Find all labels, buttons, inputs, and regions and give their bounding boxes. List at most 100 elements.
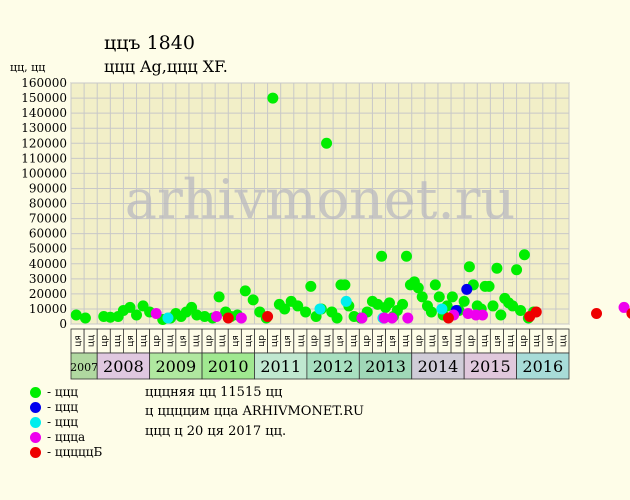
half-year-label: цц	[113, 335, 123, 347]
data-point	[515, 304, 527, 316]
half-year-label: цц	[139, 335, 149, 347]
half-year-label: цц	[218, 335, 228, 347]
y-tick-label: 80000	[29, 197, 67, 211]
data-point	[511, 264, 523, 276]
year-band	[96, 352, 151, 380]
half-year-label: цр	[519, 335, 529, 347]
year-band	[201, 352, 255, 380]
y-tick-label: 150000	[21, 91, 67, 105]
data-point	[530, 306, 542, 318]
note-line: ццц ц 20 ця 2017 цц.	[145, 424, 287, 439]
y-tick-label: 100000	[21, 166, 67, 180]
data-point	[446, 291, 458, 303]
data-point	[235, 312, 247, 324]
half-year-label: цр	[205, 335, 215, 347]
data-point	[79, 312, 91, 324]
y-tick-label: 90000	[29, 181, 67, 195]
y-tick-label: 20000	[29, 287, 67, 301]
data-point	[247, 294, 259, 306]
half-year-label: цц	[349, 335, 359, 347]
year-band	[254, 352, 308, 380]
half-year-label: цц	[454, 335, 464, 347]
year-band	[358, 352, 413, 380]
legend-dot-icon	[30, 416, 41, 428]
year-band	[70, 352, 98, 380]
data-point	[262, 310, 274, 322]
data-point	[162, 312, 174, 324]
data-point	[442, 312, 454, 324]
year-band	[516, 352, 570, 380]
data-point	[376, 250, 388, 262]
half-year-label: цц	[87, 335, 97, 347]
data-point	[300, 306, 312, 318]
data-point	[626, 308, 630, 319]
half-year-label: цц	[165, 335, 175, 347]
data-point	[279, 303, 291, 315]
data-point	[210, 310, 222, 322]
half-year-label: ця	[231, 335, 241, 347]
data-point	[436, 303, 448, 315]
half-year-label: цц	[480, 335, 490, 347]
year-label: 2015	[470, 357, 511, 376]
year-label: 2011	[260, 357, 301, 376]
data-point	[239, 285, 251, 297]
data-point	[495, 309, 507, 321]
legend-label: - ццц	[47, 385, 79, 399]
data-point	[222, 312, 234, 324]
half-year-label: ця	[178, 335, 188, 347]
y-tick-label: 70000	[29, 212, 67, 226]
data-point	[463, 261, 475, 273]
note-line: ц ццццим ццa ARHIVMONET.RU	[145, 404, 364, 419]
year-label: 2012	[313, 357, 354, 376]
y-tick-label: 0	[59, 317, 67, 331]
data-point	[491, 262, 503, 274]
data-point	[331, 312, 343, 324]
half-year-label: цр	[414, 335, 424, 347]
data-point	[400, 250, 412, 262]
legend-label: - ццца	[47, 430, 86, 444]
half-year-label: цц	[401, 335, 411, 347]
half-year-label: цц	[532, 335, 542, 347]
watermark: arhivmonet.ru	[125, 168, 515, 231]
half-year-label: ця	[388, 335, 398, 347]
half-year-label: цц	[270, 335, 280, 347]
y-tick-label: 30000	[29, 272, 67, 286]
half-year-label: цц	[427, 335, 437, 347]
data-point	[124, 301, 136, 313]
data-point	[477, 309, 489, 321]
legend-label: - цццццБ	[47, 445, 103, 459]
y-axis-unit-label: цц, цц	[10, 61, 46, 74]
half-year-label: цц	[506, 335, 516, 347]
data-point	[314, 303, 326, 315]
half-year-label: цр	[152, 335, 162, 347]
legend-dot-icon	[30, 446, 41, 458]
data-point	[518, 249, 530, 261]
year-label: 2009	[155, 357, 196, 376]
half-year-label: цц	[192, 335, 202, 347]
legend-dot-icon	[30, 401, 41, 413]
data-point	[397, 298, 409, 310]
year-band	[149, 352, 203, 380]
data-point	[267, 92, 279, 104]
data-point	[131, 309, 143, 321]
half-year-label: ця	[441, 335, 451, 347]
year-label: 2007	[70, 361, 98, 374]
year-band	[463, 352, 517, 380]
half-year-label: ця	[74, 335, 84, 347]
data-point	[591, 307, 603, 319]
data-point	[618, 301, 630, 313]
half-year-label: цц	[323, 335, 333, 347]
chart-subtitle: ццц Ag,ццц XF.	[104, 57, 228, 76]
half-year-label: ця	[545, 335, 555, 347]
legend-item: - ццца	[30, 429, 85, 445]
year-label: 2010	[208, 357, 249, 376]
data-point	[429, 279, 441, 291]
data-point	[70, 309, 82, 321]
data-point	[412, 282, 424, 294]
y-tick-label: 130000	[21, 121, 67, 135]
data-point	[483, 280, 495, 292]
data-point	[433, 291, 445, 303]
year-label: 2008	[103, 357, 144, 376]
y-tick-label: 120000	[21, 136, 67, 150]
y-tick-label: 40000	[29, 257, 67, 271]
